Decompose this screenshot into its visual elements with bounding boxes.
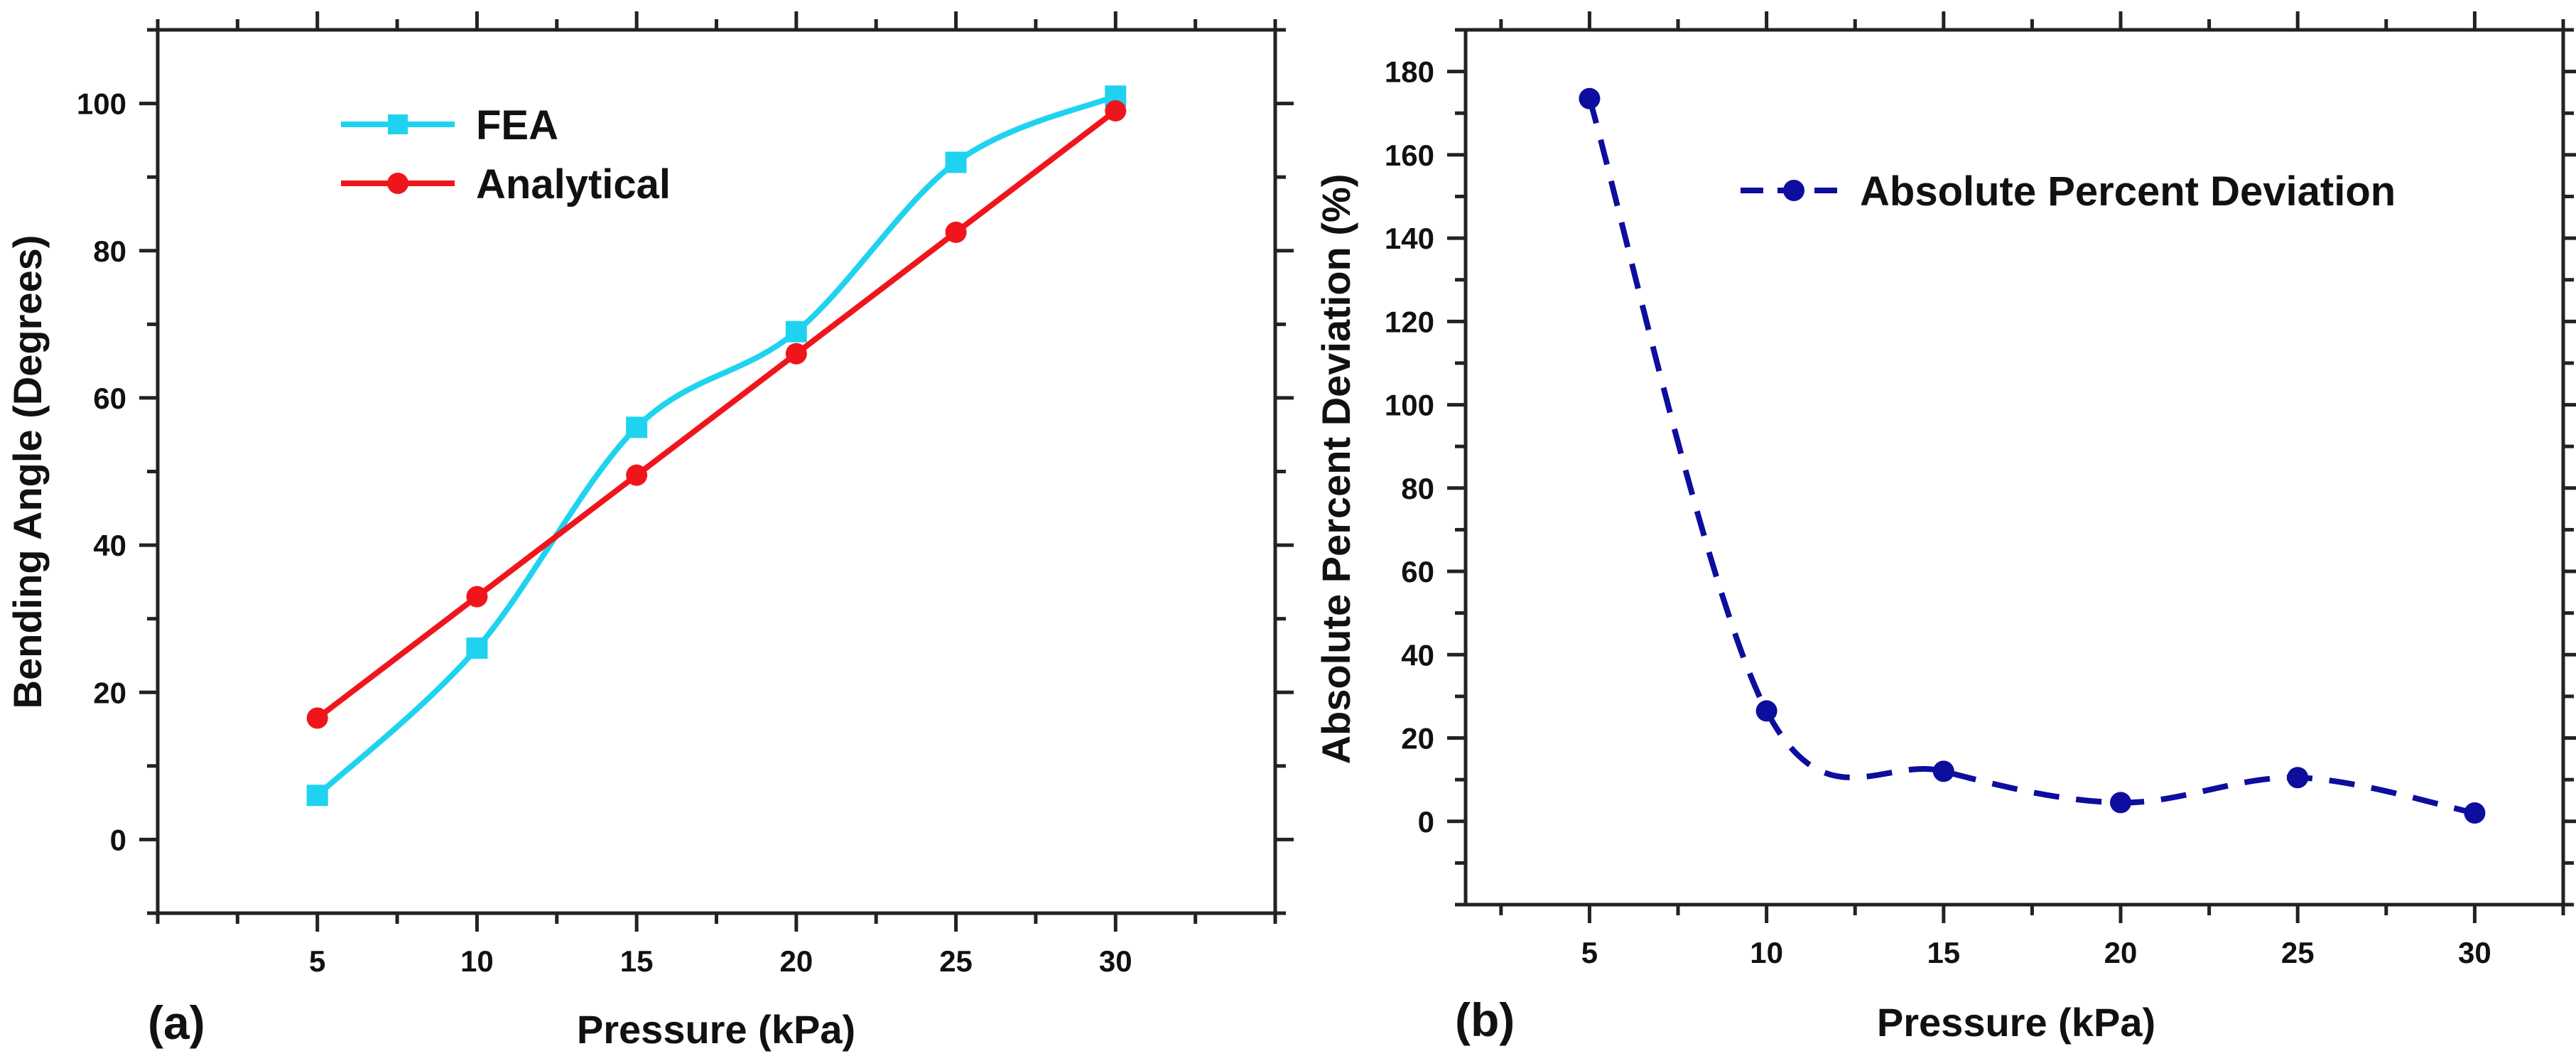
legend-a-fea-label: FEA: [476, 102, 558, 149]
y-tick-label-b: 0: [1418, 805, 1434, 839]
legend-b-marker: [1783, 180, 1804, 201]
data-point-a-0: [785, 320, 807, 343]
panel-label-a: (a): [148, 996, 205, 1049]
x-tick-label-b: 25: [2281, 936, 2315, 969]
x-tick-label-a: 10: [460, 944, 494, 978]
data-point-a-1: [306, 707, 328, 729]
x-tick-label-a: 25: [939, 944, 973, 978]
data-point-a-1: [626, 464, 648, 486]
legend-a-fea-marker: [388, 114, 408, 134]
data-point-a-1: [945, 221, 967, 243]
plot-frame-b: [1463, 28, 2565, 907]
x-tick-label-b: 30: [2458, 936, 2491, 969]
legend-a-analytical-marker: [387, 173, 408, 194]
x-tick-label-b: 15: [1927, 936, 1960, 969]
y-tick-label-b: 100: [1385, 389, 1434, 422]
legend-a-analytical-label: Analytical: [476, 161, 671, 208]
y-axis-title-a: Bending Angle (Degrees): [5, 235, 50, 709]
y-tick-label-a: 20: [93, 676, 126, 709]
y-tick-label-a: 100: [77, 87, 126, 121]
data-point-b-0: [2464, 802, 2486, 824]
plot-frame-a: [156, 28, 1277, 915]
y-tick-label-b: 160: [1385, 139, 1434, 172]
data-point-a-0: [306, 785, 328, 807]
data-point-b-0: [1932, 760, 1954, 782]
panel-b-chart: 5 10 15 20 25 30 0 20 40 60 80 100 120 140 160 180 Abso…: [1314, 11, 2576, 1046]
x-axis-title-a: Pressure (kPa): [577, 1007, 855, 1052]
y-tick-label-b: 140: [1385, 222, 1434, 255]
y-tick-label-b: 80: [1401, 472, 1434, 505]
legend-b: Absolute Percent Deviation: [1741, 168, 2396, 215]
x-tick-label-b: 5: [1581, 936, 1598, 969]
y-tick-label-a: 0: [110, 823, 126, 856]
x-tick-label-b: 20: [2104, 936, 2138, 969]
y-tick-label-a: 40: [93, 529, 126, 562]
data-point-b-0: [1579, 87, 1601, 109]
data-point-a-0: [945, 151, 967, 173]
x-tick-label-b: 10: [1750, 936, 1783, 969]
y-tick-label-b: 60: [1401, 555, 1434, 588]
y-tick-label-b: 40: [1401, 638, 1434, 672]
x-axis-title-b: Pressure (kPa): [1877, 1000, 2155, 1045]
y-tick-label-b: 180: [1385, 55, 1434, 89]
data-point-b-0: [2110, 792, 2132, 814]
y-tick-label-b: 120: [1385, 305, 1434, 338]
x-tick-label-a: 5: [309, 944, 325, 978]
y-axis-title-b: Absolute Percent Deviation (%): [1314, 174, 1358, 765]
panel-label-b: (b): [1455, 993, 1515, 1046]
panel-a-chart: 5 10 15 20 25 30 0 20 40 60 80 100 Bending Angle (D…: [5, 11, 1294, 1052]
y-tick-label-a: 80: [93, 235, 126, 268]
series-line-a-1: [315, 108, 1117, 721]
data-point-a-1: [1105, 99, 1127, 122]
x-tick-label-a: 30: [1099, 944, 1132, 978]
data-point-a-1: [466, 586, 488, 608]
data-point-b-0: [2287, 767, 2309, 789]
y-tick-label-a: 60: [93, 382, 126, 415]
data-point-a-0: [466, 637, 488, 659]
x-tick-label-a: 15: [620, 944, 654, 978]
y-tick-label-b: 20: [1401, 722, 1434, 755]
legend-b-label: Absolute Percent Deviation: [1860, 168, 2396, 215]
data-point-b-0: [1755, 700, 1777, 722]
data-point-a-1: [785, 343, 807, 365]
x-tick-label-a: 20: [779, 944, 813, 978]
legend-a: FEA Analytical: [341, 102, 671, 208]
data-point-a-0: [626, 416, 648, 438]
